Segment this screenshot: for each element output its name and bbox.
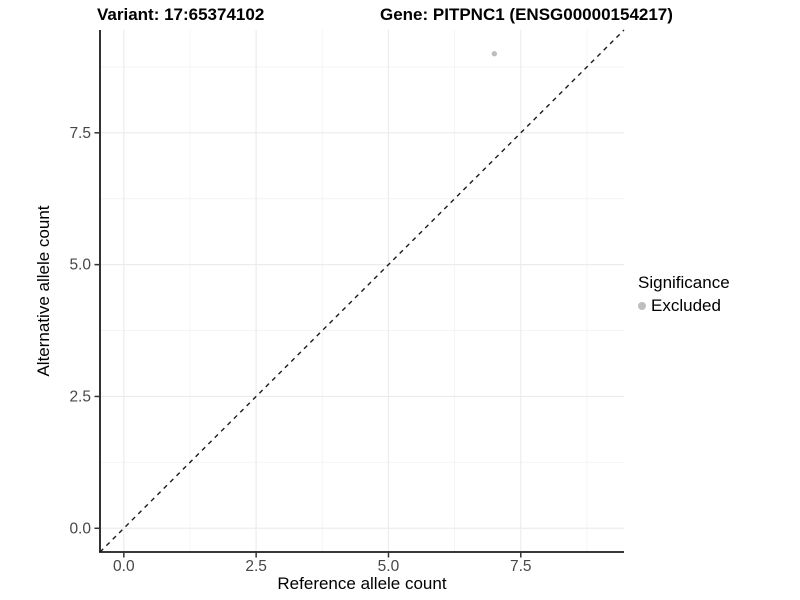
legend-key-circle-icon [638,302,646,310]
x-axis-label: Reference allele count [277,574,447,593]
plot-title-variant: Variant: 17:65374102 [97,5,265,24]
identity-dashed-line [99,29,625,553]
y-tick-label: 2.5 [69,388,91,405]
x-tick-label: 7.5 [510,558,532,575]
legend-title: Significance [638,273,730,292]
legend-items: Excluded [638,296,730,316]
y-tick-label: 5.0 [69,257,91,274]
data-point [491,51,498,57]
legend: Significance Excluded [638,273,730,316]
plot-title-gene: Gene: PITPNC1 (ENSG00000154217) [380,5,673,24]
legend-item-label: Excluded [651,296,721,315]
y-tick-label: 7.5 [69,125,91,142]
y-tick-label: 0.0 [69,520,91,537]
x-tick-label: 2.5 [245,558,267,575]
x-tick-label: 0.0 [113,558,135,575]
x-tick-label: 5.0 [378,558,400,575]
y-axis-label: Alternative allele count [34,205,53,377]
legend-item: Excluded [638,296,730,316]
